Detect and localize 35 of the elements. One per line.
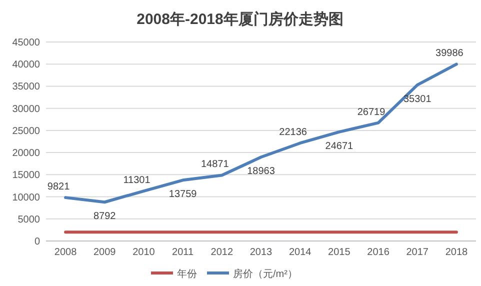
data-label: 9821 <box>47 182 70 193</box>
y-tick-label: 35000 <box>12 82 40 93</box>
data-label: 35301 <box>403 94 432 105</box>
data-label: 8792 <box>94 211 116 222</box>
x-tick-label: 2010 <box>132 247 156 258</box>
y-tick-label: 45000 <box>12 38 40 48</box>
x-tick-label: 2017 <box>406 247 429 258</box>
x-tick-label: 2012 <box>210 247 234 258</box>
y-tick-label: 25000 <box>12 126 40 137</box>
y-tick-label: 30000 <box>12 104 40 115</box>
legend-label: 房价（元/m²） <box>233 268 298 280</box>
data-label: 24671 <box>325 140 354 152</box>
y-tick-label: 5000 <box>18 214 40 226</box>
data-label: 18963 <box>247 166 276 178</box>
y-tick-label: 10000 <box>12 192 40 204</box>
y-tick-label: 20000 <box>12 148 40 160</box>
x-tick-label: 2016 <box>367 247 390 258</box>
legend-label: 年份 <box>177 268 197 280</box>
x-tick-label: 2013 <box>250 247 273 258</box>
x-tick-label: 2008 <box>54 247 78 258</box>
x-tick-label: 2018 <box>445 247 468 258</box>
data-label: 39986 <box>436 48 464 60</box>
data-label: 22136 <box>279 127 308 138</box>
data-label: 13759 <box>168 189 198 200</box>
x-tick-label: 2011 <box>172 247 194 258</box>
x-tick-label: 2015 <box>328 247 351 258</box>
x-tick-label: 2014 <box>288 247 312 258</box>
data-label: 14871 <box>201 159 230 170</box>
x-tick-label: 2009 <box>94 247 116 258</box>
y-tick-label: 40000 <box>12 60 40 71</box>
y-tick-label: 15000 <box>12 170 40 182</box>
data-label: 26719 <box>357 106 386 118</box>
y-tick-label: 0 <box>34 236 40 248</box>
chart-title: 2008年-2018年厦门房价走势图 <box>136 10 344 28</box>
data-label: 11301 <box>123 175 151 186</box>
